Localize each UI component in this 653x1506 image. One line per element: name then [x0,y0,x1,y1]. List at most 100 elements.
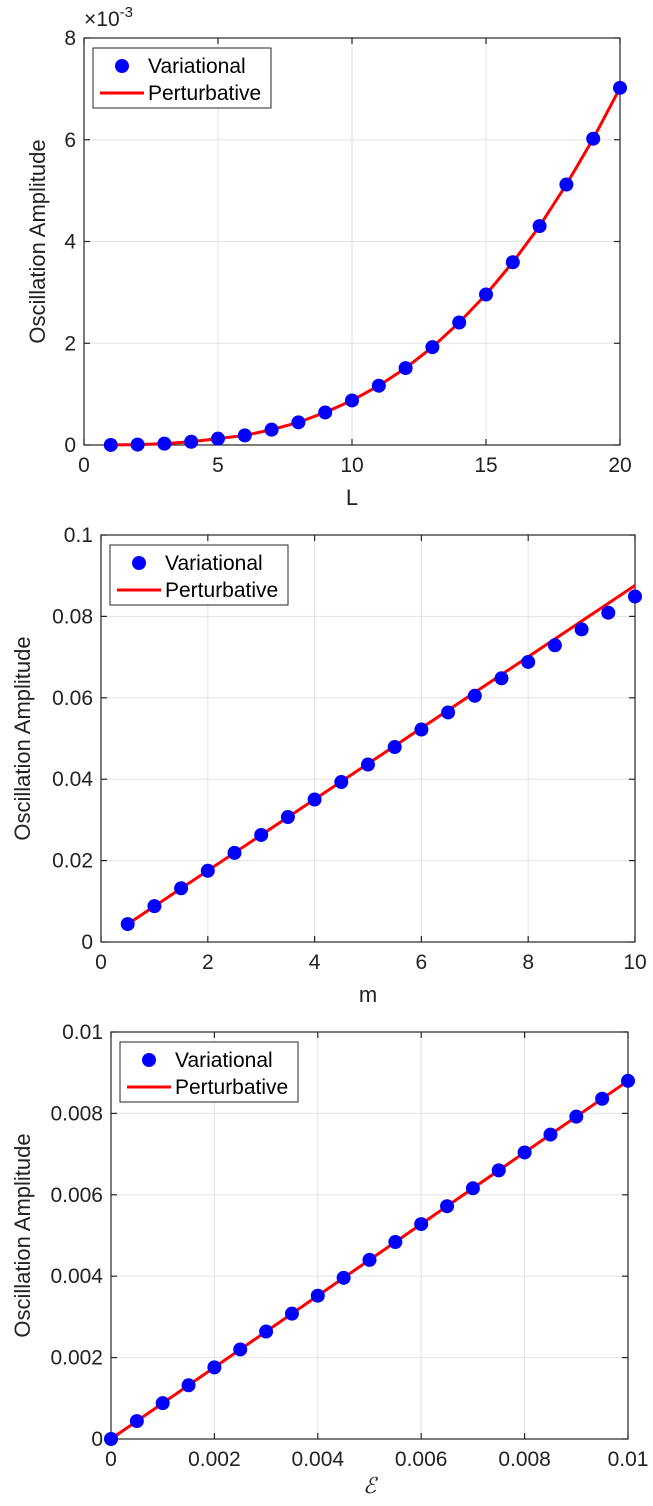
plot-frame [100,534,636,943]
data-point-variational [254,827,269,842]
y-exponent-label: ×10-3 [84,4,133,31]
data-point-variational [284,1306,299,1321]
data-point-variational [398,361,413,376]
data-point-variational [559,177,574,192]
legend-label: Perturbative [165,579,278,602]
x-tick-label: 20 [608,454,631,477]
x-tick-label: 0 [95,951,107,974]
y-tick-label: 0 [81,931,93,954]
data-point-variational [574,622,589,637]
data-point-variational [147,899,162,914]
data-point-variational [307,792,322,807]
legend-label: Variational [175,1049,273,1072]
data-point-variational [621,1073,635,1088]
data-point-variational [517,1145,532,1160]
data-point-variational [362,1252,377,1267]
x-tick-label: 15 [474,454,497,477]
legend-marker-icon [115,59,129,73]
y-tick-label: 0.008 [50,1102,103,1125]
legend-label: Perturbative [175,1076,288,1099]
data-point-variational [452,315,467,330]
data-point-variational [155,1396,170,1411]
y-axis-label: Oscillation Amplitude [10,1133,35,1337]
x-tick-label: 0.008 [498,1448,551,1471]
data-point-variational [129,1414,144,1429]
y-tick-label: 8 [64,27,76,50]
x-tick-label: 2 [202,951,214,974]
chart-panel-2: 0 2 4 6 8 10 0 0.02 0.04 0.06 0.08 0.1 m Oscillation … [10,524,647,1007]
data-point-variational [184,434,199,449]
data-point-variational [318,405,333,420]
y-axis-label: Oscillation Amplitude [25,139,50,343]
data-point-variational [361,757,375,772]
data-point-variational [336,1270,351,1285]
plot-frame [110,1031,629,1440]
data-point-variational [491,1163,506,1178]
data-point-variational [259,1324,274,1339]
data-point-variational [467,688,482,703]
data-point-variational [174,881,189,896]
y-tick-label: 0 [91,1428,103,1451]
data-point-variational [425,340,440,355]
x-tick-label: 10 [340,454,363,477]
data-point-variational [414,1217,429,1232]
data-point-variational [345,393,359,408]
legend-box [119,1041,299,1103]
x-tick-label: 5 [212,454,224,477]
x-tick-label: 0 [78,454,90,477]
y-tick-label: 0.002 [50,1347,103,1370]
legend-box [92,47,272,109]
data-point-variational [103,437,118,452]
data-point-variational [569,1109,584,1124]
data-point-variational [200,863,215,878]
data-point-variational [104,1432,118,1446]
x-tick-label: 0 [105,1448,117,1471]
data-point-variational [310,1288,325,1303]
data-point-variational [291,415,306,430]
x-tick-label: 6 [416,951,428,974]
data-point-variational [547,638,562,653]
data-point-variational [130,437,145,452]
data-point-variational [387,740,402,755]
legend-label: Variational [148,55,246,78]
y-tick-label: 4 [64,231,76,254]
data-point-variational [334,775,349,790]
data-point-variational [613,80,627,95]
data-point-variational [233,1342,248,1357]
x-axis-label: L [346,485,358,510]
data-point-variational [465,1181,480,1196]
x-tick-label: 10 [623,951,646,974]
data-point-variational [264,422,279,437]
legend-label: Variational [165,552,263,575]
y-tick-label: 0 [64,434,76,457]
legend-marker-icon [132,556,146,570]
y-tick-label: 0.01 [62,1021,103,1044]
legend: Variational Perturbative [92,47,272,109]
legend-label: Perturbative [148,82,261,105]
data-point-variational [595,1091,610,1106]
y-tick-label: 0.004 [50,1265,103,1288]
y-tick-label: 0.04 [52,768,93,791]
y-tick-label: 0.08 [52,605,93,628]
chart-panel-3: 0 0.002 0.004 0.006 0.008 0.01 0 0.002 0.004 0.00… [10,1021,648,1498]
legend: Variational Perturbative [119,1041,299,1103]
series-line-perturbative [110,87,622,447]
legend: Variational Perturbative [109,544,289,606]
data-point-variational [532,219,547,234]
legend-marker-icon [142,1053,156,1067]
data-point-variational [371,378,386,393]
y-tick-label: 0.006 [50,1184,103,1207]
data-point-variational [586,131,601,146]
y-exponent-power: -3 [120,4,133,21]
x-axis-label: ℰ [363,1473,379,1498]
y-tick-label: 2 [64,332,76,355]
y-tick-label: 0.02 [52,850,93,873]
x-axis-label: m [359,982,377,1007]
data-point-variational [207,1360,222,1375]
data-point-variational [388,1235,403,1250]
data-point-variational [479,287,493,302]
x-tick-label: 0.002 [188,1448,241,1471]
data-point-variational [543,1127,558,1142]
data-point-variational [441,705,456,720]
